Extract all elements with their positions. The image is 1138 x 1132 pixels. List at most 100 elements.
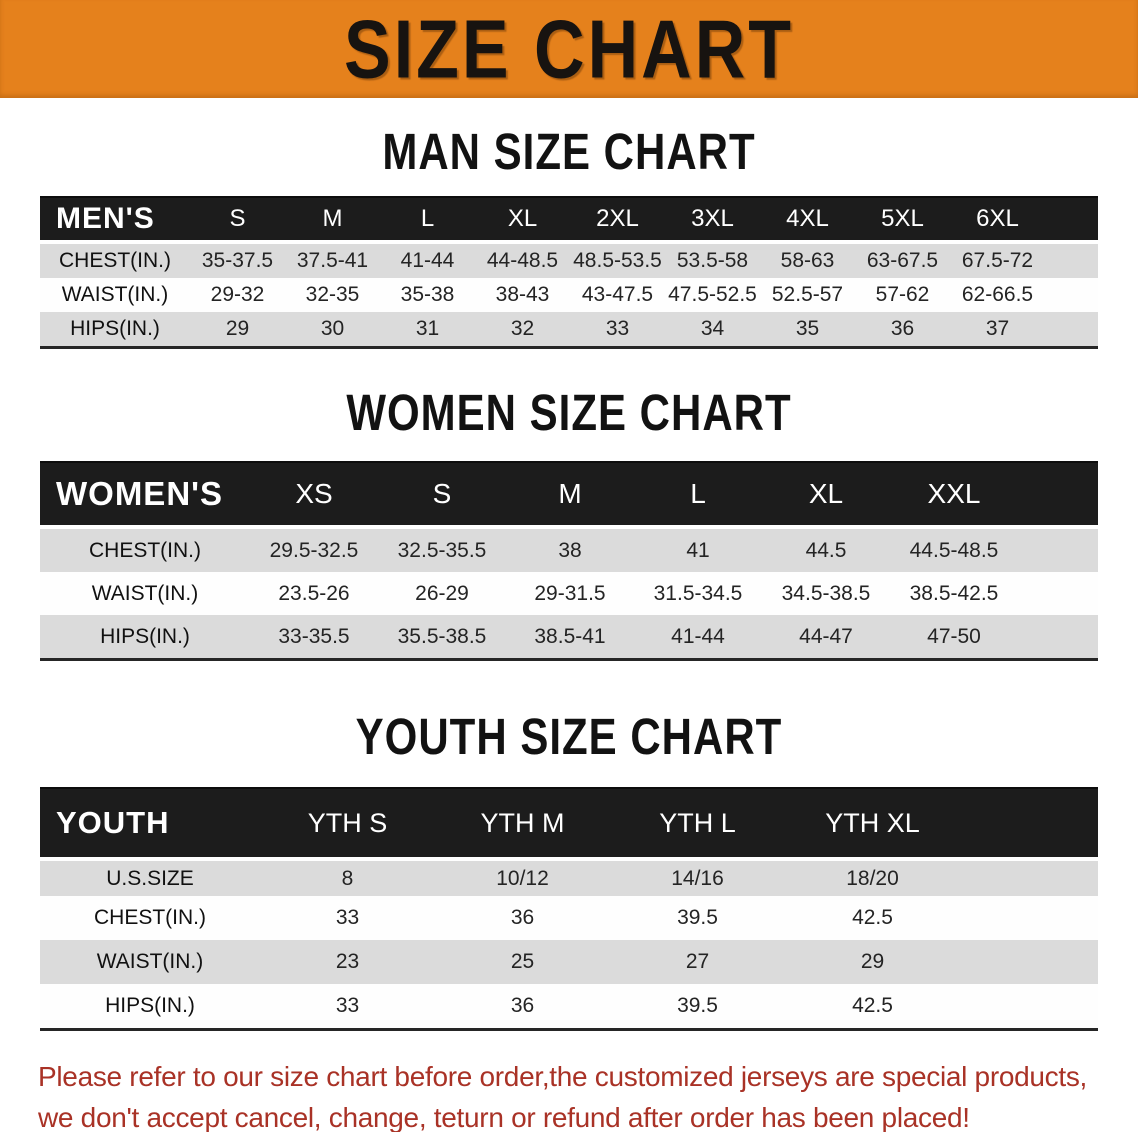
size-value: 25 (510, 950, 535, 973)
size-value: 34.5-38.5 (781, 581, 871, 605)
size-value: 33 (605, 317, 630, 340)
size-value: 44.5 (805, 538, 847, 562)
size-value: 37 (985, 317, 1010, 340)
size-value: 53.5-58 (676, 249, 749, 272)
mens-col-header: M (322, 205, 343, 232)
size-value: 23.5-26 (278, 581, 350, 605)
size-value: 42.5 (852, 906, 893, 929)
womens-col-header: XS (295, 478, 333, 509)
size-value: 33-35.5 (278, 624, 350, 648)
size-value: 38.5-42.5 (909, 581, 999, 605)
size-value: 58-63 (780, 249, 835, 272)
size-value: 41-44 (400, 249, 455, 272)
mens-size-table: MEN'S S M L XL 2XL 3XL 4XL 5XL 6XL CHEST… (40, 196, 1098, 349)
size-value: 35.5-38.5 (397, 624, 487, 648)
women-section-heading: WOMEN SIZE CHART (0, 349, 1138, 461)
mens-col-header: L (420, 205, 435, 232)
size-value: 18/20 (846, 866, 899, 890)
size-value: 48.5-53.5 (573, 249, 662, 272)
row-label: WAIST(IN.) (91, 581, 199, 605)
size-value: 26-29 (415, 581, 469, 605)
size-chart-banner: SIZE CHART (0, 0, 1138, 98)
youth-table-label: YOUTH (56, 805, 170, 840)
size-value: 52.5-57 (771, 283, 844, 306)
mens-col-header: XL (507, 205, 538, 232)
row-label: HIPS(IN.) (105, 994, 195, 1017)
size-value: 8 (341, 866, 354, 890)
size-value: 38-43 (495, 283, 550, 306)
table-row: CHEST(IN.) 35-37.5 37.5-41 41-44 44-48.5… (40, 244, 1098, 278)
womens-table-label: WOMEN'S (56, 475, 224, 512)
womens-size-table: WOMEN'S XS S M L XL XXL CHEST(IN.) 29.5-… (40, 461, 1098, 661)
size-value: 27 (685, 950, 710, 973)
size-value: 33 (335, 906, 360, 929)
youth-col-header: YTH XL (825, 807, 920, 838)
size-value: 23 (335, 950, 360, 973)
womens-col-header: XL (808, 478, 844, 509)
womens-col-header: S (432, 478, 452, 509)
size-value: 41 (686, 538, 710, 562)
size-value: 29 (860, 950, 885, 973)
size-value: 33 (335, 994, 360, 1017)
row-label: HIPS(IN.) (100, 624, 190, 648)
size-value: 35-38 (400, 283, 455, 306)
youth-col-header: YTH S (307, 807, 388, 838)
size-value: 29-31.5 (534, 581, 606, 605)
size-value: 29 (225, 317, 250, 340)
table-row: WAIST(IN.) 29-32 32-35 35-38 38-43 43-47… (40, 278, 1098, 312)
table-row: WAIST(IN.) 23.5-26 26-29 29-31.5 31.5-34… (40, 572, 1098, 615)
size-value: 36 (510, 906, 535, 929)
row-label: U.S.SIZE (106, 866, 194, 890)
size-value: 44-48.5 (486, 249, 559, 272)
size-value: 35 (795, 317, 820, 340)
size-value: 47.5-52.5 (668, 283, 757, 306)
row-label: CHEST(IN.) (94, 906, 206, 929)
women-section-heading-text: WOMEN SIZE CHART (346, 383, 792, 442)
table-row: CHEST(IN.) 33 36 39.5 42.5 (40, 896, 1098, 940)
table-row: CHEST(IN.) 29.5-32.5 32.5-35.5 38 41 44.… (40, 529, 1098, 572)
size-value: 67.5-72 (961, 249, 1034, 272)
size-value: 62-66.5 (961, 283, 1034, 306)
size-value: 14/16 (671, 866, 724, 890)
womens-col-header: M (558, 478, 582, 509)
size-value: 29.5-32.5 (269, 538, 359, 562)
size-value: 39.5 (677, 994, 718, 1017)
size-value: 35-37.5 (201, 249, 274, 272)
youth-col-header: YTH M (480, 807, 565, 838)
page-title: SIZE CHART (344, 2, 794, 96)
youth-section-heading: YOUTH SIZE CHART (0, 661, 1138, 787)
size-value: 31.5-34.5 (653, 581, 743, 605)
men-section-heading: MAN SIZE CHART (0, 98, 1138, 196)
mens-col-header: 3XL (691, 205, 734, 232)
size-value: 44.5-48.5 (909, 538, 999, 562)
men-section-heading-text: MAN SIZE CHART (382, 122, 756, 181)
mens-table-header-row: MEN'S S M L XL 2XL 3XL 4XL 5XL 6XL (40, 196, 1098, 240)
youth-col-header: YTH L (659, 807, 736, 838)
disclaimer-notice: Please refer to our size chart before or… (38, 1057, 1108, 1132)
disclaimer-line-2: we don't accept cancel, change, teturn o… (38, 1101, 970, 1132)
size-value: 41-44 (671, 624, 725, 648)
womens-table-header-row: WOMEN'S XS S M L XL XXL (40, 461, 1098, 525)
row-label: HIPS(IN.) (70, 317, 160, 340)
table-row: HIPS(IN.) 33-35.5 35.5-38.5 38.5-41 41-4… (40, 615, 1098, 658)
row-label: WAIST(IN.) (96, 950, 204, 973)
size-value: 32 (510, 317, 535, 340)
size-value: 38 (558, 538, 582, 562)
size-value: 10/12 (496, 866, 549, 890)
mens-table-label: MEN'S (56, 202, 155, 235)
size-value: 29-32 (210, 283, 265, 306)
mens-col-header: 5XL (881, 205, 924, 232)
table-row: HIPS(IN.) 33 36 39.5 42.5 (40, 984, 1098, 1028)
mens-col-header: 2XL (596, 205, 639, 232)
row-label: CHEST(IN.) (59, 249, 171, 272)
disclaimer-line-1: Please refer to our size chart before or… (38, 1061, 1088, 1092)
size-value: 30 (320, 317, 345, 340)
size-value: 42.5 (852, 994, 893, 1017)
table-row: HIPS(IN.) 29 30 31 32 33 34 35 36 37 (40, 312, 1098, 346)
size-value: 43-47.5 (581, 283, 654, 306)
youth-table-header-row: YOUTH YTH S YTH M YTH L YTH XL (40, 787, 1098, 857)
size-value: 47-50 (927, 624, 981, 648)
size-value: 38.5-41 (534, 624, 606, 648)
mens-col-header: 4XL (786, 205, 829, 232)
